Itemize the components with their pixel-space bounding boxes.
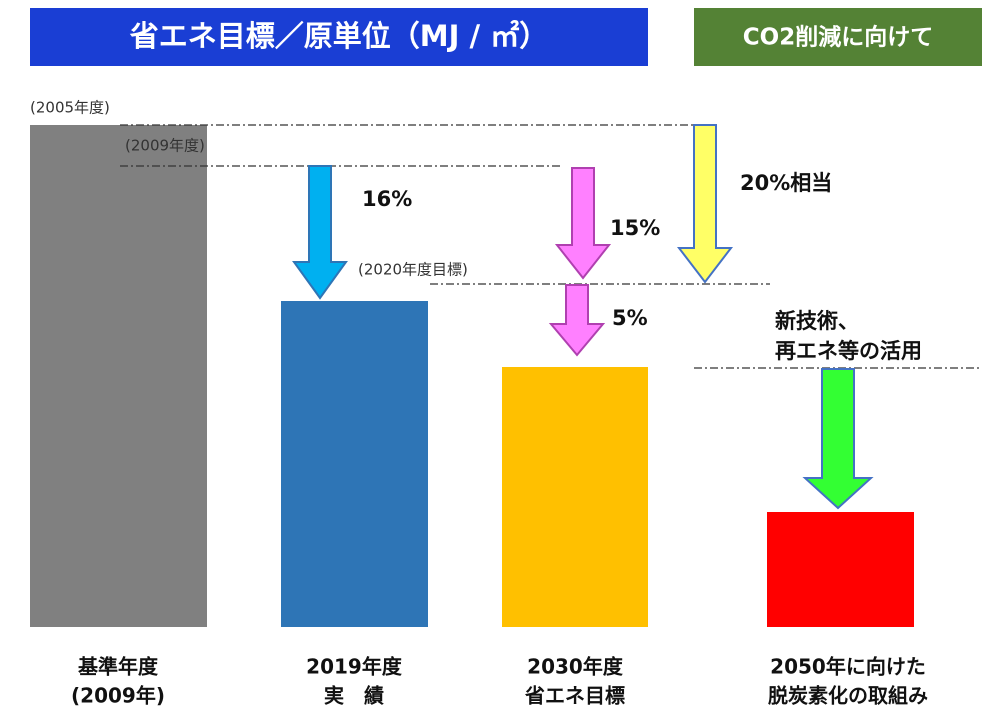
bar-2030 [502, 367, 648, 627]
bar-base [30, 125, 207, 627]
bar-2050 [767, 512, 914, 627]
arrow [554, 167, 612, 280]
reduction: 15% [610, 216, 660, 240]
reduction: 5% [612, 306, 648, 330]
bar-2019 [281, 301, 428, 627]
note: 新技術、 [775, 309, 859, 333]
side-title: CO2削減に向けて [743, 24, 933, 51]
column-label: 2030年度 [527, 655, 624, 679]
label: (2020年度目標) [358, 261, 468, 279]
column-label: 2019年度 [306, 655, 403, 679]
label: (2009年度) [125, 137, 205, 155]
column-label: 省エネ目標 [524, 684, 625, 708]
arrow [548, 284, 606, 357]
title: 省エネ目標／原単位（MJ / ㎡） [130, 19, 548, 53]
column-label: 実 績 [324, 684, 384, 708]
column-label: 脱炭素化の取組み [768, 684, 928, 708]
column-label: 2050年に向けた [770, 655, 926, 679]
arrow [292, 165, 348, 300]
column-label: 基準年度 [78, 655, 159, 679]
reduction: 20%相当 [740, 171, 832, 195]
arrow [676, 124, 734, 284]
note: 再エネ等の活用 [775, 339, 922, 363]
column-label: (2009年) [71, 684, 165, 708]
arrow [802, 368, 874, 510]
title-box [30, 8, 648, 66]
reduction: 16% [362, 187, 412, 211]
side-title-box [694, 8, 982, 66]
label: (2005年度) [30, 99, 110, 117]
